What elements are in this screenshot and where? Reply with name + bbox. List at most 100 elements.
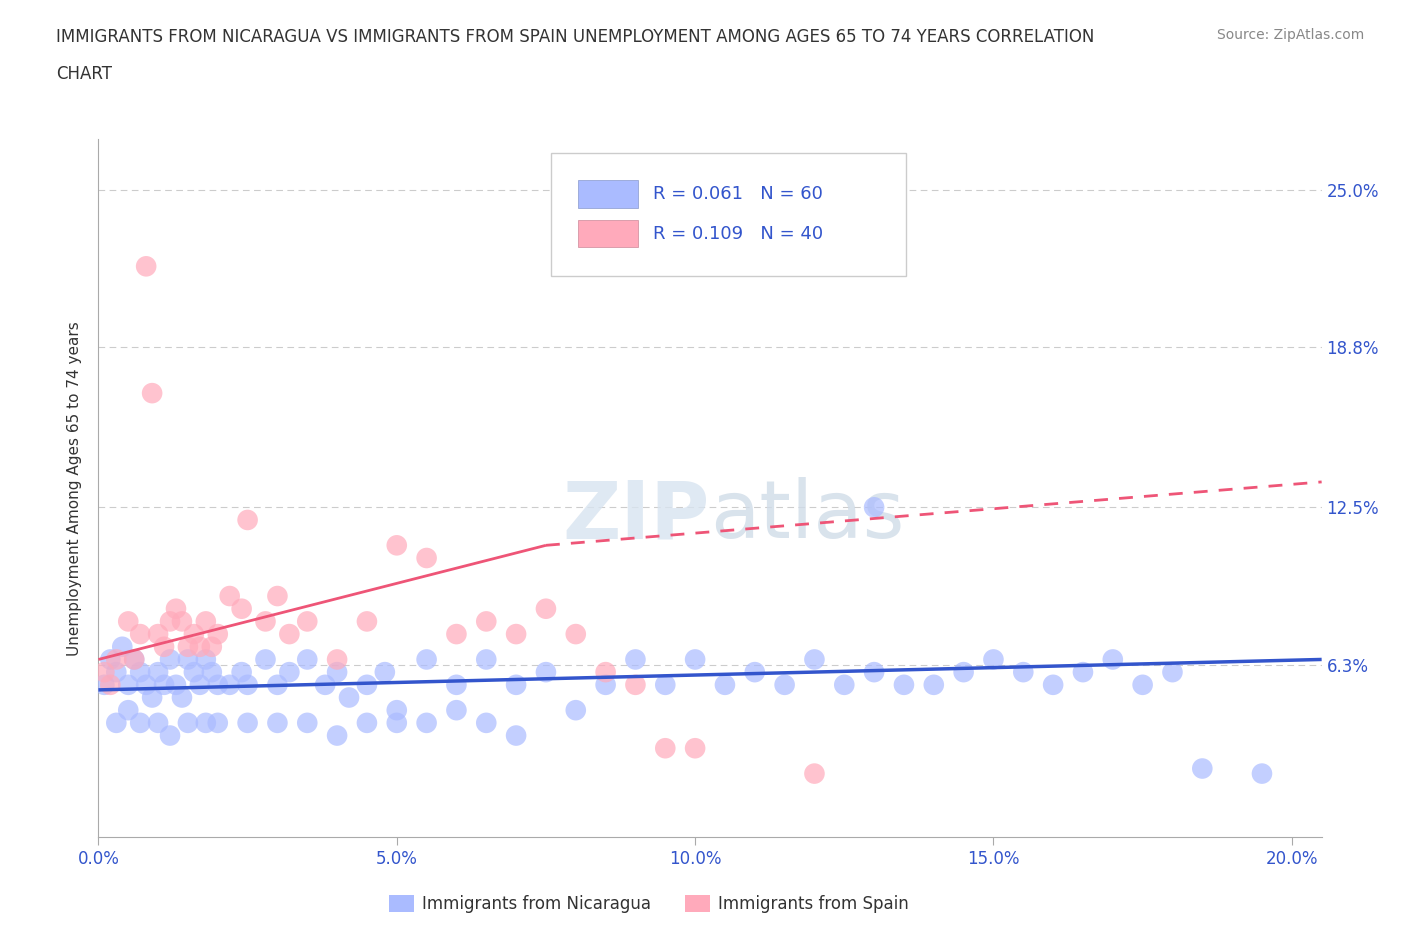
Point xyxy=(266,715,288,730)
Point xyxy=(922,677,945,692)
Point xyxy=(1251,766,1274,781)
Point xyxy=(415,652,437,667)
Point xyxy=(231,665,253,680)
Point xyxy=(356,614,378,629)
Point xyxy=(534,665,557,680)
Point xyxy=(207,715,229,730)
Point xyxy=(654,741,676,756)
Point xyxy=(153,677,176,692)
Point xyxy=(475,614,498,629)
Point xyxy=(177,639,200,654)
Point xyxy=(117,614,139,629)
Point xyxy=(93,677,115,692)
Y-axis label: Unemployment Among Ages 65 to 74 years: Unemployment Among Ages 65 to 74 years xyxy=(67,321,83,656)
Point xyxy=(356,677,378,692)
Point xyxy=(803,652,825,667)
Point xyxy=(415,715,437,730)
Point xyxy=(122,652,145,667)
Legend: Immigrants from Nicaragua, Immigrants from Spain: Immigrants from Nicaragua, Immigrants fr… xyxy=(382,888,915,920)
Point xyxy=(135,677,157,692)
Point xyxy=(141,690,163,705)
Text: Source: ZipAtlas.com: Source: ZipAtlas.com xyxy=(1216,28,1364,42)
Point xyxy=(1012,665,1035,680)
Point xyxy=(141,386,163,401)
Point xyxy=(326,652,349,667)
Point xyxy=(983,652,1005,667)
Text: ZIP: ZIP xyxy=(562,477,710,555)
Point xyxy=(218,589,240,604)
Point xyxy=(505,627,527,642)
Point xyxy=(565,703,588,718)
Point xyxy=(153,639,176,654)
Point xyxy=(446,677,468,692)
Point xyxy=(98,652,121,667)
Point xyxy=(236,715,259,730)
Point xyxy=(111,639,134,654)
Point xyxy=(122,652,145,667)
Point xyxy=(714,677,737,692)
Point xyxy=(624,652,647,667)
Point xyxy=(165,677,187,692)
Point xyxy=(254,652,277,667)
Point xyxy=(683,741,706,756)
Point xyxy=(194,614,217,629)
Point xyxy=(135,259,157,273)
Point xyxy=(194,715,217,730)
Text: R = 0.109   N = 40: R = 0.109 N = 40 xyxy=(652,225,823,243)
Point xyxy=(183,665,205,680)
Point xyxy=(159,614,181,629)
Point xyxy=(278,627,301,642)
Point xyxy=(893,677,915,692)
Point xyxy=(170,690,193,705)
Point xyxy=(1042,677,1064,692)
Point xyxy=(803,766,825,781)
Point xyxy=(236,677,259,692)
Point xyxy=(218,677,240,692)
Point xyxy=(105,665,128,680)
Point xyxy=(146,665,169,680)
Point xyxy=(129,627,152,642)
Point xyxy=(1101,652,1123,667)
Point xyxy=(446,703,468,718)
Point xyxy=(159,728,181,743)
Point xyxy=(297,614,319,629)
Point xyxy=(105,715,128,730)
Point xyxy=(863,665,886,680)
Point xyxy=(415,551,437,565)
Point xyxy=(105,652,128,667)
Point xyxy=(146,627,169,642)
FancyBboxPatch shape xyxy=(578,180,638,207)
FancyBboxPatch shape xyxy=(551,153,905,275)
Point xyxy=(194,652,217,667)
Point xyxy=(201,639,224,654)
Point xyxy=(505,677,527,692)
Point xyxy=(188,639,211,654)
Point xyxy=(159,652,181,667)
Text: CHART: CHART xyxy=(56,65,112,83)
Point xyxy=(595,665,617,680)
Point xyxy=(177,715,200,730)
Point xyxy=(595,677,617,692)
Point xyxy=(207,627,229,642)
Point xyxy=(863,499,886,514)
Point xyxy=(1191,761,1213,776)
Point xyxy=(446,627,468,642)
Point xyxy=(177,652,200,667)
Point xyxy=(654,677,676,692)
Point xyxy=(129,665,152,680)
Point xyxy=(565,627,588,642)
Point xyxy=(773,677,796,692)
Point xyxy=(117,703,139,718)
Point xyxy=(231,602,253,617)
Point xyxy=(297,715,319,730)
Point xyxy=(1161,665,1184,680)
Point xyxy=(374,665,396,680)
Point xyxy=(475,715,498,730)
Point xyxy=(314,677,336,692)
Point xyxy=(385,538,408,552)
Point xyxy=(505,728,527,743)
Point xyxy=(266,677,288,692)
Point xyxy=(326,665,349,680)
Point xyxy=(266,589,288,604)
Point xyxy=(534,602,557,617)
